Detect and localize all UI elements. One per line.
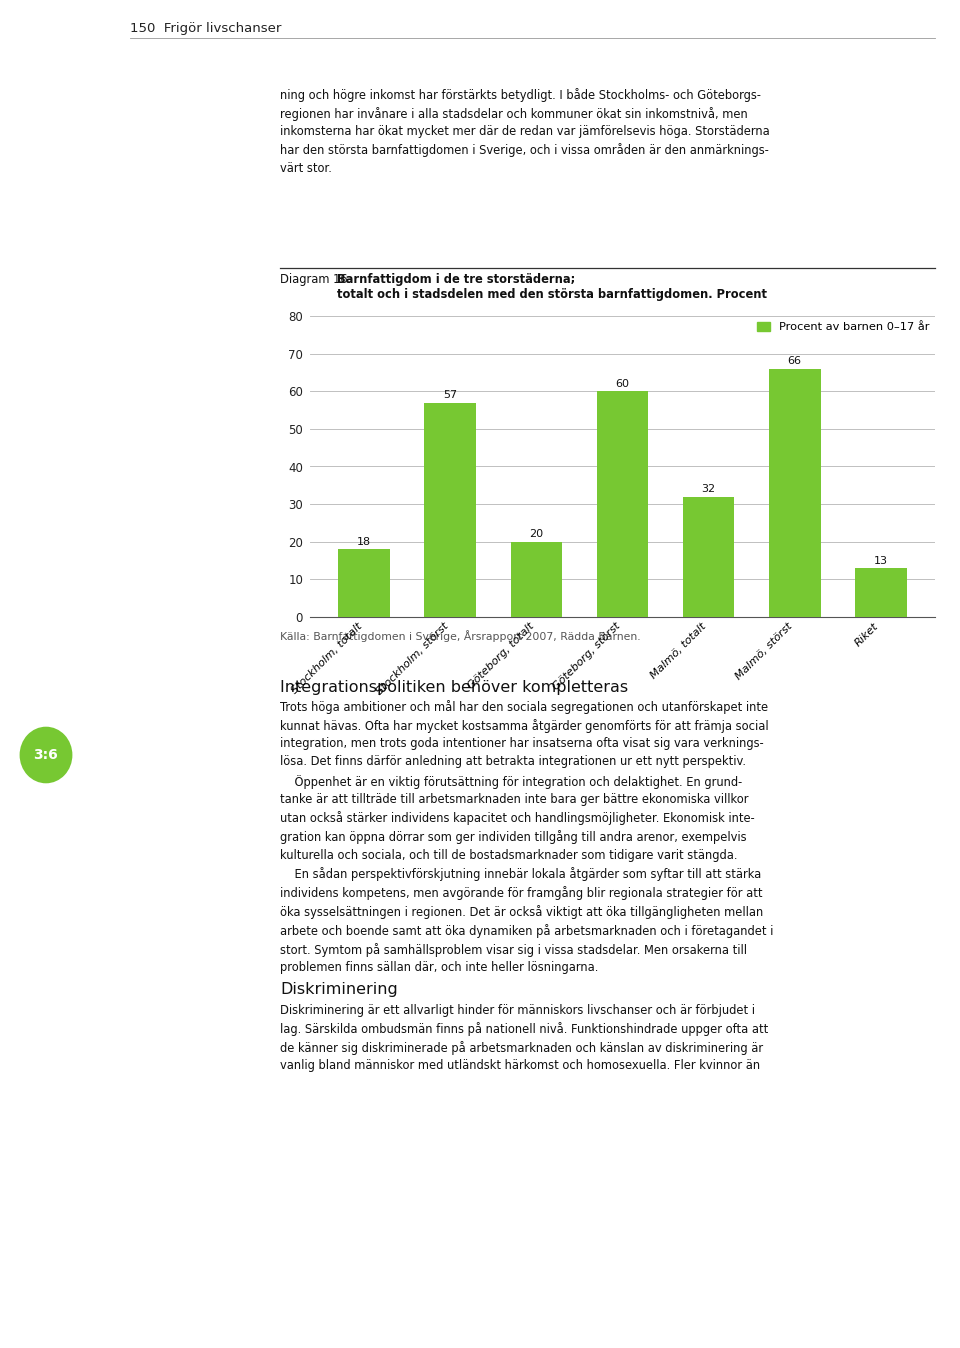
Text: Diskriminering är ett allvarligt hinder för människors livschanser och är förbju: Diskriminering är ett allvarligt hinder … — [280, 1004, 768, 1072]
Text: 57: 57 — [444, 391, 457, 400]
Bar — [424, 403, 476, 617]
Text: ning och högre inkomst har förstärkts betydligt. I både Stockholms- och Göteborg: ning och högre inkomst har förstärkts be… — [280, 88, 770, 175]
Bar — [511, 542, 563, 617]
Text: 66: 66 — [787, 356, 802, 367]
Text: 18: 18 — [357, 537, 372, 547]
Bar — [683, 496, 734, 617]
Text: 60: 60 — [615, 379, 630, 390]
Text: Diskriminering: Diskriminering — [280, 981, 397, 998]
Text: Källa: Barnfattigdomen i Sverige, Årsrapport 2007, Rädda Barnen.: Källa: Barnfattigdomen i Sverige, Årsrap… — [280, 630, 640, 642]
Text: 150  Frigör livschanser: 150 Frigör livschanser — [130, 22, 281, 35]
Bar — [339, 549, 390, 617]
Text: 3:6: 3:6 — [34, 748, 59, 762]
Text: Trots höga ambitioner och mål har den sociala segregationen och utanförskapet in: Trots höga ambitioner och mål har den so… — [280, 700, 769, 768]
Text: Öppenhet är en viktig förutsättning för integration och delaktighet. En grund-
t: Öppenhet är en viktig förutsättning för … — [280, 775, 755, 861]
Legend: Procent av barnen 0–17 år: Procent av barnen 0–17 år — [757, 322, 929, 332]
Bar — [855, 568, 906, 617]
Bar — [597, 391, 648, 617]
Text: 20: 20 — [529, 530, 543, 539]
Text: 13: 13 — [874, 555, 888, 566]
Text: Diagram 16.: Diagram 16. — [280, 274, 355, 286]
Text: Integrationspolitiken behöver kompletteras: Integrationspolitiken behöver kompletter… — [280, 679, 628, 696]
Text: 32: 32 — [702, 484, 715, 495]
Text: En sådan perspektivförskjutning innebär lokala åtgärder som syftar till att stär: En sådan perspektivförskjutning innebär … — [280, 867, 774, 975]
Ellipse shape — [19, 727, 72, 783]
Bar — [769, 368, 821, 617]
Text: Barnfattigdom i de tre storstäderna;
totalt och i stadsdelen med den största bar: Barnfattigdom i de tre storstäderna; tot… — [337, 274, 767, 301]
